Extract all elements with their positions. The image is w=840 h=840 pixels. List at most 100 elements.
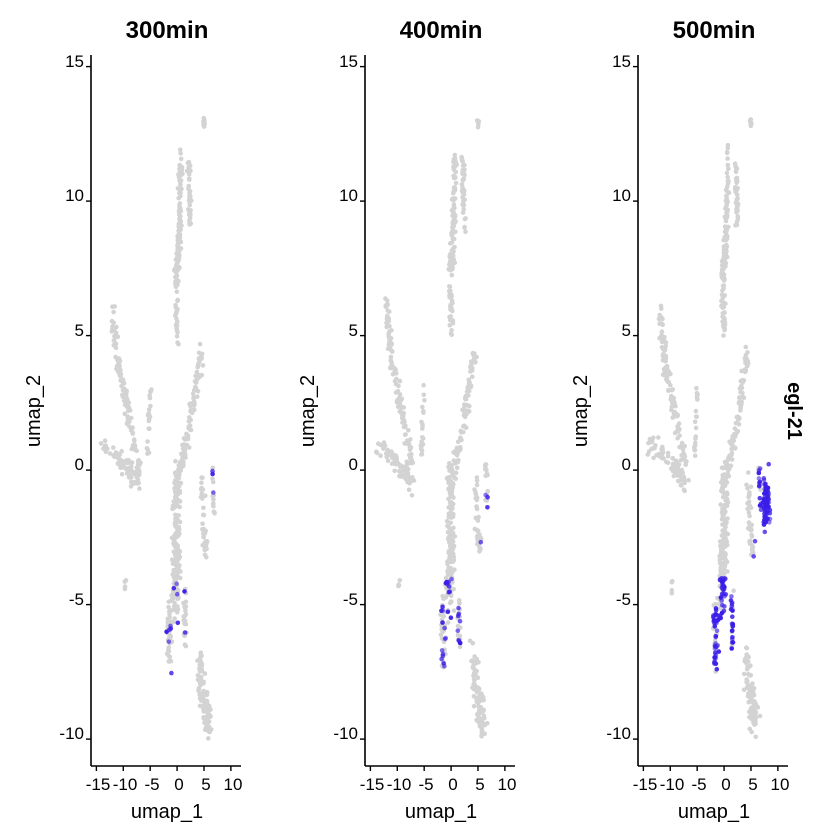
y-tick-label: 5: [622, 321, 631, 340]
cell-point: [173, 302, 178, 308]
cell-point: [117, 456, 122, 461]
cell-point: [401, 405, 407, 410]
cell-point: [661, 338, 667, 344]
cell-point: [449, 500, 454, 505]
cell-point: [211, 497, 216, 502]
cell-point: [474, 475, 480, 480]
cell-point: [722, 604, 727, 609]
cell-point: [682, 480, 687, 486]
cell-point: [445, 559, 450, 564]
cell-point: [474, 656, 480, 662]
cell-point: [663, 364, 669, 370]
cell-point: [404, 459, 410, 465]
cell-point: [451, 249, 456, 254]
cell-point: [476, 710, 482, 715]
cell-point: [720, 506, 725, 512]
cell-point: [126, 404, 132, 410]
cell-point: [460, 189, 465, 195]
cell-point: [448, 615, 454, 620]
cell-point: [724, 188, 730, 194]
cell-point: [386, 332, 392, 337]
cell-point: [385, 316, 390, 321]
cell-point: [753, 734, 758, 740]
cell-point: [484, 467, 489, 473]
cell-point: [440, 608, 446, 613]
cell-point: [146, 407, 152, 412]
cell-point: [183, 608, 188, 613]
cell-point: [724, 193, 729, 199]
cell-point: [749, 522, 754, 528]
cell-point: [757, 479, 763, 485]
cell-point: [456, 611, 462, 617]
cell-point: [714, 612, 720, 618]
cell-point: [464, 402, 470, 408]
cell-point: [137, 486, 142, 491]
cell-point: [418, 443, 424, 448]
cell-point: [396, 582, 401, 587]
cell-point: [477, 548, 482, 554]
cell-point: [176, 556, 182, 562]
cell-point: [750, 686, 755, 692]
cell-point: [114, 366, 119, 372]
cell-point: [747, 490, 752, 495]
cell-point: [186, 207, 191, 212]
cell-point: [449, 240, 455, 245]
cell-point: [175, 591, 180, 597]
cell-point: [199, 480, 204, 486]
cell-point: [473, 490, 478, 495]
cell-point: [449, 483, 454, 489]
cell-point: [478, 705, 484, 710]
cell-point: [660, 447, 665, 452]
cell-point: [659, 321, 665, 327]
cell-point: [678, 482, 684, 488]
cell-point: [148, 389, 153, 394]
cell-point: [449, 576, 454, 582]
cell-point: [202, 671, 208, 676]
cell-point: [651, 435, 656, 441]
cell-point: [461, 171, 467, 176]
cell-point: [460, 201, 465, 207]
cell-point: [378, 442, 384, 448]
cell-point: [745, 501, 750, 506]
cell-point: [172, 600, 177, 606]
y-tick-label: 0: [349, 455, 358, 474]
cell-point: [381, 440, 387, 445]
cell-point: [115, 461, 121, 466]
cell-point: [199, 693, 205, 699]
cell-point: [746, 470, 751, 475]
cell-point: [735, 414, 740, 420]
cell-point: [182, 618, 187, 624]
cell-point: [470, 665, 476, 670]
cell-point: [204, 539, 210, 544]
cell-point: [389, 363, 394, 369]
cell-point: [452, 156, 458, 161]
cell-point: [128, 484, 134, 489]
cell-point: [181, 459, 186, 465]
x-tick-label: -15: [633, 775, 658, 794]
cell-point: [447, 295, 452, 300]
cell-point: [719, 298, 724, 304]
cell-point: [757, 503, 763, 508]
cell-point: [196, 687, 202, 692]
cell-point: [752, 709, 758, 714]
cell-point: [197, 703, 203, 709]
cell-point: [718, 502, 723, 507]
cell-point: [744, 678, 750, 684]
cell-point: [764, 499, 769, 505]
cell-point: [718, 567, 723, 573]
cell-point: [402, 441, 407, 446]
cell-point: [665, 450, 671, 456]
cell-point: [449, 197, 455, 202]
cell-point: [175, 607, 181, 612]
cell-point: [722, 327, 728, 332]
cell-point: [734, 210, 739, 215]
cell-point: [111, 309, 116, 315]
cell-point: [420, 436, 426, 441]
y-tick-label: -5: [343, 590, 358, 609]
cell-point: [122, 411, 128, 417]
cell-point: [721, 563, 727, 569]
cell-point: [166, 639, 172, 644]
x-tick-label: 5: [748, 775, 757, 794]
cell-point: [757, 495, 763, 501]
cell-point: [392, 468, 398, 474]
